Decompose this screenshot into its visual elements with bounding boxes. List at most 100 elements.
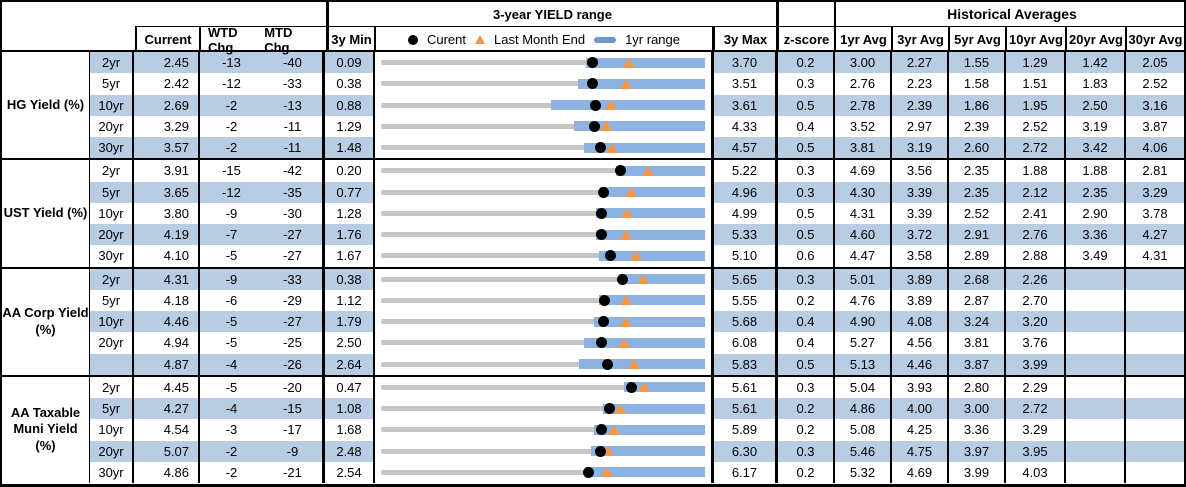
group-label: AA Corp Yield (%) — [2, 268, 90, 375]
cell-3y-min: 0.77 — [325, 181, 375, 203]
cell-z-score: 0.3 — [778, 73, 835, 95]
three-year-range-line — [381, 253, 705, 259]
group-rows: 2yr 4.45 -5 -20 0.47 5.61 0.3 5.04 3.93 2.80 2.29 5… — [90, 376, 1184, 483]
one-year-range-bar — [602, 403, 705, 414]
range-chart-cell — [375, 181, 714, 203]
table-row: 20yr 4.19 -7 -27 1.76 5.33 0.5 4.60 3.72 2.91 2.76… — [90, 224, 1184, 246]
cell-wtd-chg: -7 — [200, 224, 263, 246]
cell-1yr-avg: 4.76 — [835, 289, 892, 311]
cell-z-score: 0.3 — [778, 440, 835, 462]
legend-current-label: Curent — [426, 32, 467, 47]
cell-tenor: 2yr — [90, 160, 134, 182]
cell-1yr-avg: 5.27 — [835, 332, 892, 354]
last-month-end-triangle-marker — [605, 100, 618, 111]
legend-current-dot-icon — [407, 34, 418, 45]
header-empty-above-changes — [135, 2, 326, 27]
cell-3yr-avg: 4.75 — [892, 440, 949, 462]
last-month-end-triangle-marker — [602, 446, 615, 457]
header-empty-above-zscore — [779, 2, 836, 27]
three-year-range-line — [381, 406, 705, 412]
current-dot-marker — [596, 229, 608, 241]
cell-tenor: 10yr — [90, 311, 134, 333]
last-month-end-triangle-marker — [600, 467, 613, 478]
cell-10yr-avg: 2.72 — [1006, 398, 1066, 420]
cell-tenor: 5yr — [90, 289, 134, 311]
cell-10yr-avg: 2.41 — [1006, 202, 1066, 224]
cell-z-score: 0.5 — [778, 224, 835, 246]
column-header-wtd-mtd: WTD Chg MTD Chg — [201, 25, 326, 55]
cell-5yr-avg: 3.00 — [949, 398, 1006, 420]
cell-5yr-avg: 2.87 — [949, 289, 1006, 311]
cell-10yr-avg: 2.12 — [1006, 181, 1066, 203]
current-dot-marker — [582, 466, 594, 478]
last-month-end-triangle-marker — [599, 121, 612, 132]
cell-z-score: 0.4 — [778, 311, 835, 333]
table-row: 30yr 4.10 -5 -27 1.67 5.10 0.6 4.47 3.58 2.89 2.88… — [90, 245, 1184, 267]
cell-3yr-avg: 3.39 — [892, 202, 949, 224]
cell-3y-max: 5.89 — [714, 419, 778, 441]
one-year-range-bar — [583, 337, 705, 348]
cell-current: 4.87 — [134, 353, 200, 375]
last-month-end-triangle-marker — [620, 229, 633, 240]
table-row: 30yr 3.57 -2 -11 1.48 4.57 0.5 3.81 3.19 2.60 2.72… — [90, 137, 1184, 159]
cell-mtd-chg: -15 — [263, 398, 325, 420]
table-row: 20yr 5.07 -2 -9 2.48 6.30 0.3 5.46 4.75 3.97 3.95 — [90, 440, 1184, 462]
cell-3yr-avg: 2.39 — [892, 94, 949, 116]
cell-3yr-avg: 3.72 — [892, 224, 949, 246]
current-dot-marker — [587, 57, 599, 69]
cell-3yr-avg: 3.58 — [892, 245, 949, 267]
range-chart-cell — [375, 245, 714, 267]
cell-z-score: 0.2 — [778, 289, 835, 311]
cell-5yr-avg: 3.97 — [949, 440, 1006, 462]
column-header-1yr-avg: 1yr Avg — [836, 27, 893, 52]
cell-5yr-avg: 2.68 — [949, 268, 1006, 290]
cell-3yr-avg: 2.97 — [892, 115, 949, 137]
last-month-end-triangle-marker — [641, 165, 654, 176]
cell-20yr-avg: 2.35 — [1066, 181, 1126, 203]
current-dot-marker — [588, 120, 600, 132]
current-dot-marker — [586, 78, 598, 90]
three-year-range-line — [381, 189, 705, 195]
cell-3y-max: 3.61 — [714, 94, 778, 116]
cell-20yr-avg — [1066, 353, 1126, 375]
current-dot-marker — [605, 250, 617, 262]
cell-20yr-avg — [1066, 376, 1126, 398]
cell-30yr-avg: 3.29 — [1126, 181, 1184, 203]
one-year-range-bar — [594, 424, 705, 435]
cell-current: 4.46 — [134, 311, 200, 333]
cell-z-score: 0.4 — [778, 332, 835, 354]
last-month-end-triangle-marker — [621, 208, 634, 219]
table-row: 2yr 3.91 -15 -42 0.20 5.22 0.3 4.69 3.56 2.35 1.88… — [90, 160, 1184, 182]
cell-3y-max: 6.08 — [714, 332, 778, 354]
cell-3y-max: 5.83 — [714, 353, 778, 375]
column-header-3y-max: 3y Max — [715, 27, 779, 52]
three-year-range-line — [381, 276, 705, 282]
cell-3y-max: 4.57 — [714, 137, 778, 159]
cell-5yr-avg: 3.36 — [949, 419, 1006, 441]
range-chart-cell — [375, 332, 714, 354]
cell-1yr-avg: 2.76 — [835, 73, 892, 95]
cell-20yr-avg: 3.19 — [1066, 115, 1126, 137]
chart-legend: Curent Last Month End 1yr range — [376, 27, 715, 52]
cell-5yr-avg: 2.52 — [949, 202, 1006, 224]
one-year-range-bar — [599, 187, 705, 198]
cell-mtd-chg: -9 — [263, 440, 325, 462]
cell-wtd-chg: -5 — [225, 379, 238, 395]
cell-mtd-chg: -20 — [263, 376, 325, 398]
cell-current: 4.27 — [134, 398, 200, 420]
cell-current: 5.07 — [134, 440, 200, 462]
cell-3yr-avg: 4.69 — [892, 461, 949, 483]
three-year-range-line — [381, 384, 705, 390]
cell-3y-min: 1.48 — [325, 137, 375, 159]
cell-5yr-avg: 2.35 — [949, 181, 1006, 203]
cell-current: 4.31 — [134, 268, 200, 290]
range-chart-cell — [375, 160, 714, 182]
cell-30yr-avg: 4.06 — [1126, 137, 1184, 159]
cell-z-score: 0.5 — [778, 353, 835, 375]
cell-tenor: 30yr — [90, 137, 134, 159]
cell-mtd-chg: -13 — [263, 94, 325, 116]
cell-3y-min: 0.88 — [325, 94, 375, 116]
cell-z-score: 0.3 — [778, 268, 835, 290]
cell-current: 4.19 — [134, 224, 200, 246]
cell-wtd-chg: -9 — [200, 268, 263, 290]
